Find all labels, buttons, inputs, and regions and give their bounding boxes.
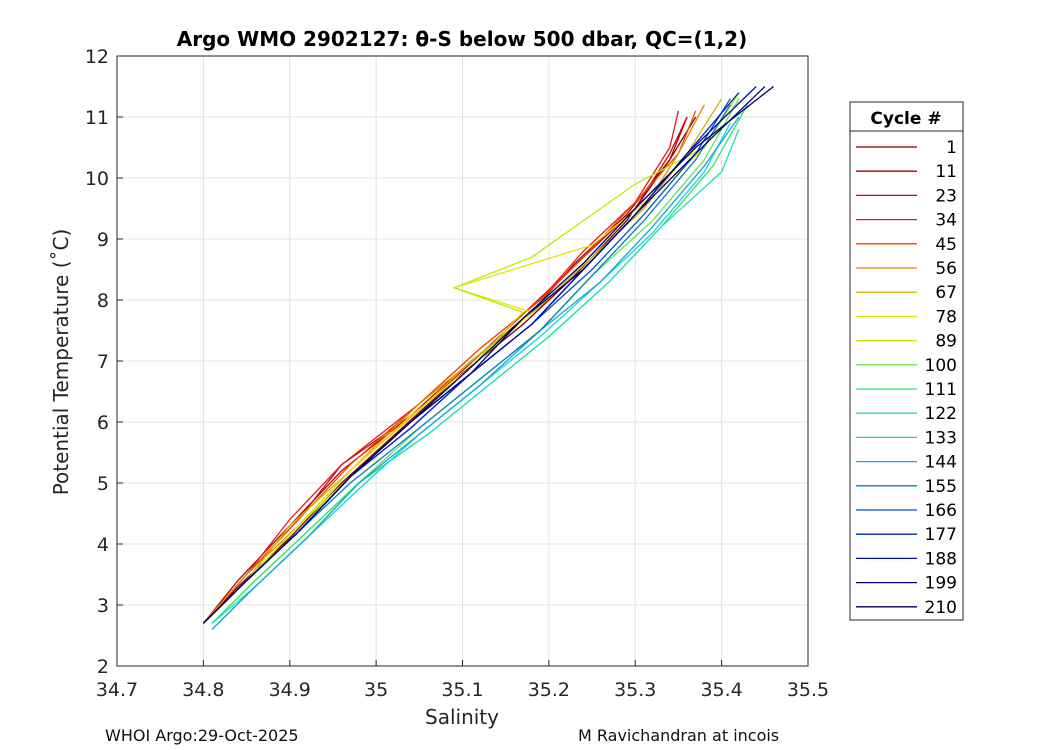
- legend-label: 133: [925, 428, 957, 448]
- x-axis-label: Salinity: [425, 705, 499, 729]
- x-tick-label: 34.8: [182, 679, 224, 701]
- legend-label: 67: [935, 283, 957, 303]
- legend-label: 144: [925, 453, 957, 473]
- footer-right: M Ravichandran at incois: [578, 726, 780, 745]
- legend: Cycle # 11123344556677889100111122133144…: [849, 101, 964, 621]
- x-tick-label: 35.2: [528, 679, 570, 701]
- y-tick-label: 8: [97, 290, 109, 312]
- legend-label: 34: [935, 211, 957, 231]
- x-tick-label: 34.7: [96, 679, 138, 701]
- x-tick-label: 35: [364, 679, 388, 701]
- legend-label: 199: [925, 574, 957, 594]
- legend-label: 11: [935, 162, 957, 182]
- y-tick-label: 10: [85, 168, 109, 190]
- footer-left: WHOI Argo:29-Oct-2025: [105, 726, 299, 745]
- legend-label: 78: [935, 307, 957, 327]
- y-tick-label: 2: [97, 656, 109, 678]
- series-line-cycle-210: [202, 85, 774, 624]
- legend-label: 155: [925, 477, 957, 497]
- legend-label: 188: [925, 549, 957, 569]
- series-group: [202, 85, 774, 630]
- x-tick-label: 35.1: [441, 679, 483, 701]
- legend-label: 23: [935, 186, 957, 206]
- y-axis-ticks: 2 3 4 5 6 7 8 9 10 11 12: [85, 46, 123, 678]
- legend-label: 111: [925, 380, 957, 400]
- y-tick-label: 7: [97, 351, 109, 373]
- x-tick-label: 34.9: [269, 679, 311, 701]
- y-tick-label: 11: [85, 107, 109, 129]
- y-tick-label: 5: [97, 473, 109, 495]
- legend-label: 122: [925, 404, 957, 424]
- legend-label: 166: [925, 501, 957, 521]
- y-tick-label: 4: [97, 534, 109, 556]
- legend-label: 45: [935, 235, 957, 255]
- x-tick-label: 35.4: [700, 679, 742, 701]
- y-axis-label: Potential Temperature (˚C): [49, 229, 73, 496]
- legend-label: 210: [925, 598, 957, 618]
- x-tick-label: 35.3: [614, 679, 656, 701]
- x-axis-ticks: 34.7 34.8 34.9 35 35.1 35.2 35.3 35.4 35.5: [96, 660, 829, 701]
- chart-title: Argo WMO 2902127: θ-S below 500 dbar, QC…: [177, 27, 747, 51]
- y-tick-label: 6: [97, 412, 109, 434]
- y-tick-label: 9: [97, 229, 109, 251]
- series-line-cycle-89: [202, 92, 740, 624]
- legend-label: 100: [925, 356, 957, 376]
- legend-label: 177: [925, 525, 957, 545]
- series-line-cycle-144: [211, 116, 740, 630]
- legend-label: 56: [935, 259, 957, 279]
- series-line-cycle-45: [202, 110, 697, 624]
- y-tick-label: 3: [97, 595, 109, 617]
- legend-label: 89: [935, 332, 957, 352]
- y-tick-label: 12: [85, 46, 109, 68]
- legend-title: Cycle #: [870, 109, 941, 129]
- legend-label: 1: [946, 138, 957, 158]
- x-tick-label: 35.5: [787, 679, 829, 701]
- grid: [116, 55, 809, 667]
